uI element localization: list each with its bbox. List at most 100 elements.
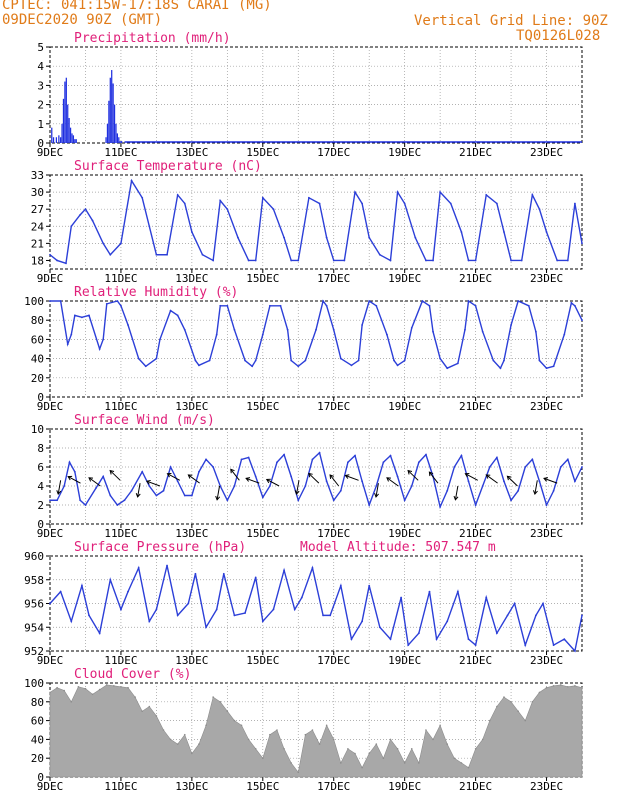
series-point xyxy=(396,364,399,367)
series-point xyxy=(148,620,151,623)
series-point xyxy=(49,602,51,605)
y-tick-label: 100 xyxy=(24,677,44,690)
series-point xyxy=(481,330,484,333)
cloud-cover-point xyxy=(375,743,378,745)
series-line xyxy=(50,451,583,510)
cloud-cover-point xyxy=(545,686,548,689)
series-point xyxy=(449,202,452,205)
series-point xyxy=(148,485,151,487)
cloud-cover-point xyxy=(176,743,179,745)
series-point xyxy=(247,456,250,459)
y-tick-label: 0 xyxy=(37,391,44,404)
series-point xyxy=(439,191,442,193)
series-point xyxy=(566,259,569,262)
series-point xyxy=(208,359,211,362)
series-point xyxy=(485,194,488,196)
wind-arrow xyxy=(507,475,518,487)
panel-1: 18 21 24 27 30 33 9DEC 11DEC 13DEC 15DEC 17DEC 19DE… xyxy=(31,159,583,285)
wind-arrowhead xyxy=(344,474,350,479)
series-point xyxy=(166,253,168,256)
series-point xyxy=(226,208,229,211)
x-tick-label: 15DEC xyxy=(246,654,279,667)
series-point xyxy=(520,259,523,262)
series-point xyxy=(375,304,378,307)
series-point xyxy=(534,330,537,333)
plot-frame xyxy=(49,300,583,398)
cloud-cover-point xyxy=(503,696,505,698)
x-tick-label: 17DEC xyxy=(317,527,350,540)
series-point xyxy=(361,324,364,326)
cloud-cover-point xyxy=(148,705,151,708)
series-point xyxy=(531,458,534,461)
series-point xyxy=(325,304,328,307)
cloud-cover-point xyxy=(418,762,420,764)
series-point xyxy=(414,236,417,239)
series-point xyxy=(403,359,406,362)
series-point xyxy=(283,453,285,456)
series-point xyxy=(368,504,371,506)
wind-arrow xyxy=(345,475,359,481)
series-point xyxy=(368,236,371,239)
series-point xyxy=(130,179,133,182)
series-point xyxy=(205,458,207,461)
series-point xyxy=(176,614,179,617)
plot-frame xyxy=(49,174,583,270)
series-point xyxy=(123,499,126,502)
precip-bar xyxy=(68,118,70,143)
series-point xyxy=(510,324,512,326)
series-point xyxy=(276,461,278,464)
series-point xyxy=(339,489,342,492)
x-tick-label: 13DEC xyxy=(175,780,208,793)
series-point xyxy=(261,496,264,499)
cloud-cover-point xyxy=(538,691,541,694)
plot-frame xyxy=(49,46,583,144)
precip-bar xyxy=(65,77,67,143)
cloud-cover-point xyxy=(474,748,477,750)
series-point xyxy=(233,614,236,617)
y-tick-label: 0 xyxy=(37,771,44,784)
cloud-cover-point xyxy=(510,701,512,703)
cloud-cover-area xyxy=(49,684,583,778)
series-point xyxy=(297,365,300,368)
series-point xyxy=(49,300,51,302)
series-point xyxy=(194,572,197,575)
series-point xyxy=(66,343,69,346)
cloud-cover-point xyxy=(340,762,342,764)
series-point xyxy=(524,644,527,646)
series-point xyxy=(272,208,275,211)
precip-bar xyxy=(121,141,123,143)
cloud-cover-point xyxy=(574,685,576,687)
x-tick-label: 11DEC xyxy=(104,654,137,667)
wind-arrow xyxy=(329,474,340,487)
series-point xyxy=(495,456,498,459)
series-point xyxy=(159,338,161,341)
series-point xyxy=(339,357,342,360)
series-point xyxy=(56,499,58,502)
cloud-cover-point xyxy=(162,729,165,731)
cloud-cover-point xyxy=(481,738,484,741)
cloud-cover-point xyxy=(191,752,193,755)
cloud-cover-point xyxy=(432,738,434,741)
series-point xyxy=(368,584,371,587)
panel-3: 0 2 4 6 8 10 9DEC 11DEC 13DEC 15DEC 17DEC 19DEC 21DE… xyxy=(31,413,583,540)
x-tick-label: 11DEC xyxy=(104,780,137,793)
wind-arrow xyxy=(216,485,221,500)
x-tick-label: 23DEC xyxy=(530,780,563,793)
series-point xyxy=(311,458,314,461)
series-point xyxy=(187,602,190,605)
series-point xyxy=(350,638,353,641)
cloud-cover-point xyxy=(98,688,101,691)
precip-bar xyxy=(62,98,65,143)
cloud-cover-point xyxy=(290,762,292,764)
series-point xyxy=(531,194,534,196)
series-point xyxy=(400,596,403,599)
wind-arrow xyxy=(266,478,280,487)
cloud-cover-point xyxy=(304,733,307,736)
cloud-cover-point xyxy=(205,724,207,727)
cloud-cover-point xyxy=(496,705,498,708)
cloud-cover-point xyxy=(581,686,583,689)
series-point xyxy=(357,359,360,362)
series-point xyxy=(421,300,424,302)
series-point xyxy=(219,199,222,202)
x-tick-label: 21DEC xyxy=(459,654,492,667)
